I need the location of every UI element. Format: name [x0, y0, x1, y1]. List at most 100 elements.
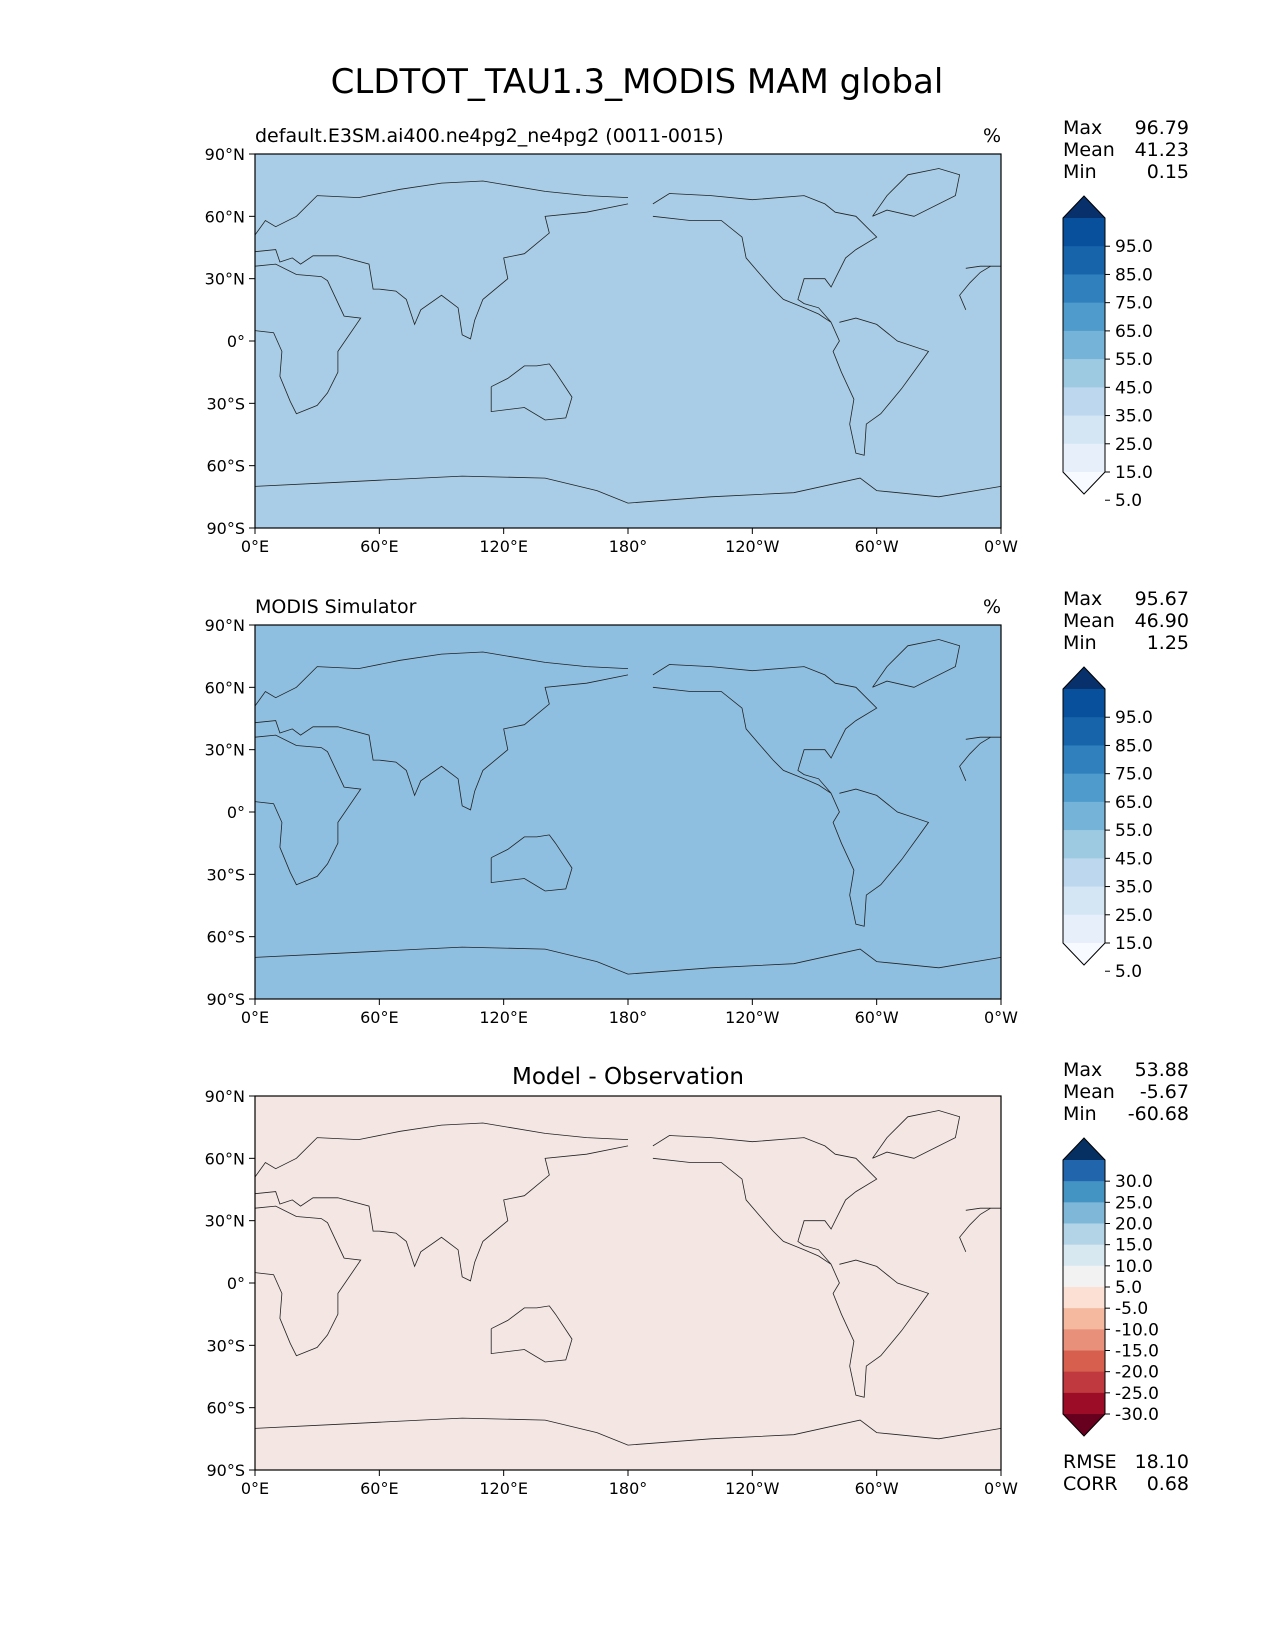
stat-value: -5.67 — [1140, 1081, 1189, 1103]
colorbar-label: 55.0 — [1115, 821, 1153, 841]
y-tick-label: 30°N — [205, 1212, 245, 1231]
coastline — [490, 834, 573, 892]
stat-label: RMSE — [1063, 1451, 1117, 1473]
stat-value: 46.90 — [1135, 610, 1189, 632]
x-tick-label: 180° — [609, 1479, 648, 1498]
colorbar-extend-max — [1063, 196, 1105, 218]
colorbar-segment — [1063, 274, 1105, 304]
coastline — [254, 1205, 362, 1357]
colorbar-label: 30.0 — [1115, 1172, 1153, 1192]
colorbar-label: -20.0 — [1115, 1363, 1159, 1383]
colorbar-label: 25.0 — [1115, 1193, 1153, 1213]
coastline — [254, 1122, 629, 1178]
y-tick-label: 60°S — [206, 1399, 245, 1418]
colorbar-label: 20.0 — [1115, 1215, 1153, 1235]
colorbar-label: 15.0 — [1115, 934, 1153, 954]
panel-diff: Model - Observation 0°E 60°E 120°E 180° 120°W… — [205, 1059, 1189, 1498]
stat-label: Mean — [1063, 1081, 1115, 1103]
colorbar-label: 55.0 — [1115, 350, 1153, 370]
colorbar-label: 5.0 — [1115, 1278, 1142, 1298]
stat-label: Min — [1063, 161, 1097, 183]
coastline — [254, 475, 1002, 504]
coastline — [959, 736, 991, 781]
y-tick-label: 90°N — [205, 616, 245, 635]
stat-label: Mean — [1063, 610, 1115, 632]
stat-label: Min — [1063, 632, 1097, 654]
coastline — [872, 168, 961, 217]
colorbar-label: 25.0 — [1115, 906, 1153, 926]
x-tick-label: 180° — [609, 1008, 648, 1027]
x-tick-label: 120°E — [479, 1008, 528, 1027]
x-tick-label: 120°E — [479, 537, 528, 556]
stat-value: 0.68 — [1147, 1473, 1189, 1495]
y-tick-label: 60°S — [206, 928, 245, 947]
colorbar-segment — [1063, 1287, 1105, 1309]
y-tick-label: 60°N — [205, 678, 245, 697]
stat-label: Max — [1063, 117, 1102, 139]
coastline — [652, 1135, 878, 1265]
colorbar-extend-max — [1063, 1138, 1105, 1160]
stat-label: Max — [1063, 1059, 1102, 1081]
colorbar-segment — [1063, 359, 1105, 388]
colorbar-segment — [1063, 745, 1105, 775]
coastline — [652, 686, 832, 794]
x-tick-label: 120°W — [725, 537, 780, 556]
colorbar-label: -30.0 — [1115, 1405, 1159, 1425]
x-tick-label: 60°E — [360, 537, 398, 556]
coastline — [959, 265, 991, 310]
x-tick-label: 120°E — [479, 1479, 528, 1498]
colorbar-segment — [1063, 302, 1105, 332]
colorbar-label: -15.0 — [1115, 1342, 1159, 1362]
colorbar-segment — [1063, 1223, 1105, 1246]
coastline — [830, 788, 930, 927]
coastline — [254, 1417, 1002, 1446]
stat-label: CORR — [1063, 1473, 1118, 1495]
x-tick-label: 180° — [609, 537, 648, 556]
stat-value: 1.25 — [1147, 632, 1189, 654]
colorbar-label: 35.0 — [1115, 878, 1153, 898]
coastline — [254, 263, 362, 415]
colorbar-label: 95.0 — [1115, 237, 1153, 257]
y-tick-label: 0° — [227, 1274, 245, 1293]
panel-title: default.E3SM.ai400.ne4pg2_ne4pg2 (0011-0… — [255, 125, 724, 147]
stat-value: -60.68 — [1128, 1103, 1189, 1125]
coastline — [652, 664, 878, 794]
stat-value: 41.23 — [1135, 139, 1189, 161]
colorbar-label: 85.0 — [1115, 265, 1153, 285]
coastline — [652, 193, 878, 323]
colorbar-label: 5.0 — [1115, 491, 1142, 511]
coastline — [872, 639, 961, 688]
coastline — [652, 215, 832, 323]
coastline — [959, 1207, 991, 1252]
y-tick-label: 90°S — [206, 519, 245, 538]
map-field — [255, 1096, 1001, 1470]
stat-value: 96.79 — [1135, 117, 1189, 139]
colorbar-label: 75.0 — [1115, 765, 1153, 785]
colorbar-label: 85.0 — [1115, 736, 1153, 756]
x-tick-label: 0°E — [241, 537, 269, 556]
colorbar-segment — [1063, 689, 1105, 718]
coastline — [254, 203, 629, 340]
panel-obs: MODIS Simulator % 0°E 60°E 120°E 180° 120°W 60°… — [205, 588, 1189, 1027]
x-tick-label: 60°E — [360, 1008, 398, 1027]
coastline — [254, 674, 629, 811]
colorbar-segment — [1063, 1329, 1105, 1351]
colorbar-label: 10.0 — [1115, 1257, 1153, 1277]
y-tick-label: 30°N — [205, 270, 245, 289]
colorbar-segment — [1063, 218, 1105, 247]
x-tick-label: 0°W — [984, 537, 1018, 556]
colorbar: 95.0 85.0 75.0 65.0 55.0 45.0 35.0 25.0 15.0 5.0 — [1062, 666, 1153, 982]
coastline — [830, 317, 930, 456]
colorbar-segment — [1063, 1265, 1105, 1288]
colorbar-segment — [1063, 773, 1105, 803]
colorbar-extend-min — [1063, 472, 1105, 494]
colorbar-label: -10.0 — [1115, 1320, 1159, 1340]
colorbar-segment — [1063, 1371, 1105, 1394]
y-tick-label: 60°N — [205, 1149, 245, 1168]
colorbar-segment — [1063, 1202, 1105, 1224]
colorbar-label: 65.0 — [1115, 793, 1153, 813]
x-tick-label: 120°W — [725, 1008, 780, 1027]
colorbar-segment — [1063, 801, 1105, 831]
y-tick-label: 30°S — [206, 1336, 245, 1355]
